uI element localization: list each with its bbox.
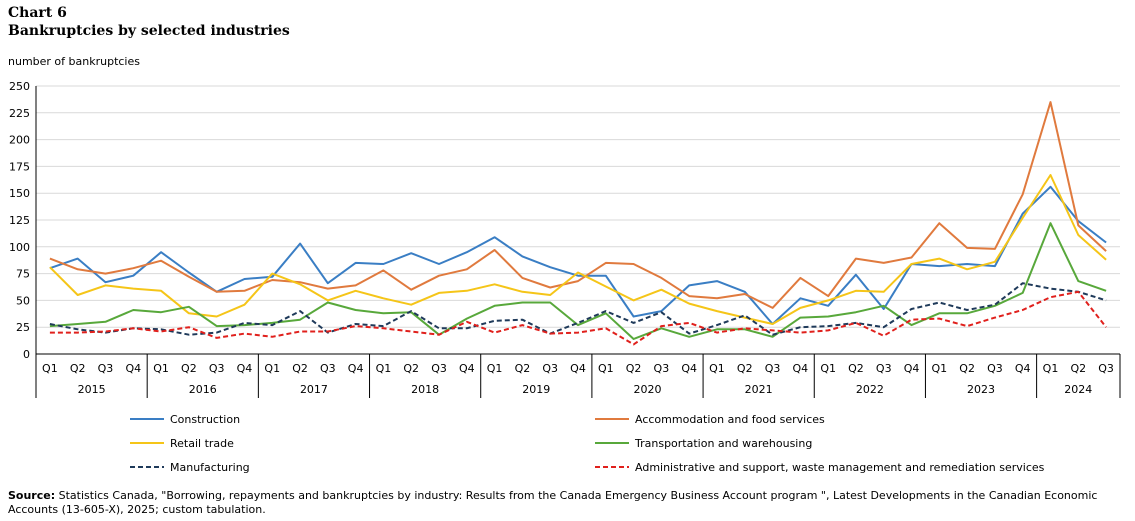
y-tick-label: 225	[9, 107, 30, 120]
x-tick-label: Q2	[515, 362, 531, 375]
year-label: 2022	[856, 383, 884, 396]
x-tick-label: Q3	[654, 362, 670, 375]
x-tick-label: Q3	[542, 362, 558, 375]
x-tick-label: Q3	[98, 362, 114, 375]
x-tick-label: Q4	[348, 362, 364, 375]
x-tick-label: Q2	[181, 362, 197, 375]
y-tick-label: 75	[16, 268, 30, 281]
year-label: 2015	[78, 383, 106, 396]
x-tick-label: Q4	[459, 362, 475, 375]
chart-title: Bankruptcies by selected industries	[8, 23, 290, 39]
year-label: 2019	[522, 383, 550, 396]
y-tick-label: 50	[16, 294, 30, 307]
x-tick-label: Q3	[431, 362, 447, 375]
y-tick-label: 250	[9, 80, 30, 93]
x-tick-label: Q3	[876, 362, 892, 375]
x-tick-label: Q2	[959, 362, 975, 375]
legend-label: Manufacturing	[170, 461, 250, 474]
year-label: 2020	[633, 383, 661, 396]
x-tick-label: Q2	[292, 362, 308, 375]
x-tick-label: Q3	[765, 362, 781, 375]
x-tick-label: Q4	[904, 362, 920, 375]
y-tick-label: 25	[16, 321, 30, 334]
x-tick-label: Q4	[793, 362, 809, 375]
y-tick-label: 0	[23, 348, 30, 361]
x-tick-label: Q1	[153, 362, 169, 375]
x-tick-label: Q1	[820, 362, 836, 375]
series-line	[49, 174, 1107, 325]
x-tick-label: Q2	[403, 362, 419, 375]
x-tick-label: Q1	[487, 362, 503, 375]
x-tick-label: Q2	[1070, 362, 1086, 375]
x-tick-label: Q1	[376, 362, 392, 375]
x-tick-label: Q3	[1098, 362, 1114, 375]
x-tick-label: Q1	[264, 362, 280, 375]
x-tick-label: Q4	[1015, 362, 1031, 375]
legend-label: Administrative and support, waste manage…	[635, 461, 1045, 474]
y-axis-unit-label: number of bankruptcies	[8, 55, 140, 68]
year-label: 2016	[189, 383, 217, 396]
year-label: 2023	[967, 383, 995, 396]
source-label: Source:	[8, 489, 56, 502]
series-line	[49, 290, 1107, 346]
x-tick-label: Q1	[42, 362, 58, 375]
y-tick-label: 125	[9, 214, 30, 227]
series-line	[49, 101, 1107, 309]
x-tick-label: Q1	[1043, 362, 1059, 375]
x-tick-label: Q3	[320, 362, 336, 375]
source-note: Source: Statistics Canada, "Borrowing, r…	[8, 489, 1128, 517]
x-tick-label: Q2	[848, 362, 864, 375]
y-tick-labels: 0 25 50 75 100 125 150 175 200 225 250	[9, 80, 30, 361]
x-tick-label: Q2	[626, 362, 642, 375]
y-tick-label: 175	[9, 160, 30, 173]
x-tick-label: Q4	[237, 362, 253, 375]
x-tick-label: Q3	[209, 362, 225, 375]
x-tick-label: Q4	[125, 362, 141, 375]
series-line	[49, 282, 1107, 336]
x-tick-label: Q4	[570, 362, 586, 375]
legend-label: Construction	[170, 413, 240, 426]
x-axis: Q1 Q2 Q3 Q4 Q1 Q2 Q3 Q4 Q1 Q2 Q3 Q4 Q1 Q2 Q3 Q4 Q1 Q2 Q3 Q4…	[35, 354, 1121, 398]
source-text: Statistics Canada, "Borrowing, repayment…	[8, 489, 1098, 516]
year-label: 2018	[411, 383, 439, 396]
year-label: 2017	[300, 383, 328, 396]
series-line	[49, 185, 1107, 325]
x-tick-label: Q4	[681, 362, 697, 375]
x-tick-label: Q2	[70, 362, 86, 375]
y-tick-label: 100	[9, 241, 30, 254]
x-tick-label: Q1	[598, 362, 614, 375]
year-label: 2021	[745, 383, 773, 396]
grid-lines	[35, 85, 1120, 355]
chart-number: Chart 6	[8, 5, 67, 21]
y-tick-label: 150	[9, 187, 30, 200]
legend-label: Accommodation and food services	[635, 413, 825, 426]
x-tick-label: Q1	[709, 362, 725, 375]
series-lines	[49, 101, 1107, 346]
legend-label: Retail trade	[170, 437, 234, 450]
year-label: 2024	[1064, 383, 1092, 396]
y-tick-label: 200	[9, 134, 30, 147]
legend-label: Transportation and warehousing	[634, 437, 812, 450]
x-tick-label: Q3	[987, 362, 1003, 375]
x-tick-label: Q1	[931, 362, 947, 375]
series-line	[49, 222, 1107, 340]
legend: Construction Accommodation and food servi…	[130, 413, 1045, 474]
x-tick-label: Q2	[737, 362, 753, 375]
